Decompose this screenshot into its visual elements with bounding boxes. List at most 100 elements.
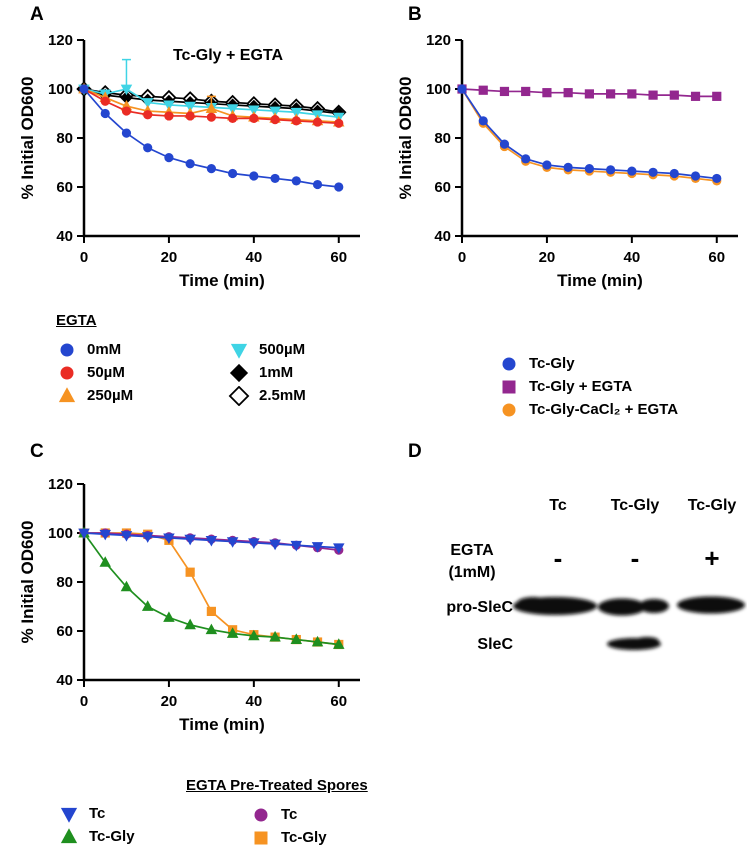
svg-text:60: 60 — [434, 179, 451, 196]
legend-item-2-5mm: 2.5mM — [228, 384, 306, 407]
slec-band-lane2b — [635, 637, 659, 645]
y-axis-title: % Initial OD600 — [18, 521, 37, 644]
lane-header-1: Tc — [549, 497, 567, 514]
legend-group-header: EGTA Pre-Treated Spores — [186, 777, 368, 794]
band-row-label-slec: SleC — [477, 636, 513, 653]
purple-circle-marker-icon — [250, 805, 272, 825]
panel-label-a: A — [30, 4, 44, 25]
panel-c-chart: 40 60 80 100 120 0 20 40 60 Time (min) % Initial O… — [18, 476, 360, 734]
legend-item-tc: Tc — [58, 802, 135, 825]
svg-text:100: 100 — [48, 525, 73, 542]
y-axis-title: % Initial OD600 — [396, 77, 415, 200]
open-diamond-marker-icon — [228, 385, 250, 406]
red-circle-marker-icon — [56, 363, 78, 383]
x-axis-title: Time (min) — [557, 271, 643, 290]
svg-text:120: 120 — [426, 32, 451, 49]
pro-slec-band-lane3 — [677, 596, 745, 614]
series-Tc-Gly — [78, 526, 345, 649]
series-Tc-Gly — [457, 84, 722, 184]
legend-item-tc-gly: Tc-Gly — [58, 825, 135, 848]
svg-text:40: 40 — [56, 228, 73, 245]
western-blot-panel: Tc Tc-Gly Tc-Gly EGTA (1mM) - - + pro-Sl… — [446, 497, 745, 653]
svg-text:60: 60 — [330, 693, 347, 710]
legend-item-0mm: 0mM — [56, 338, 228, 361]
band-row-label-pro-slec: pro-SleC — [446, 599, 513, 616]
legend-col-1: 0mM 50µM 250µM — [56, 338, 228, 407]
legend-panel-b: Tc-Gly Tc-Gly + EGTA Tc-Gly-CaCl₂ + EGTA — [498, 352, 678, 421]
panel-a-chart: 40 60 80 100 120 0 20 40 60 Time (min) % Initial O… — [18, 32, 360, 290]
treatment-sign-2: - — [631, 543, 640, 573]
legend-item-tc-gly: Tc-Gly — [498, 352, 678, 375]
series-0mM — [79, 84, 344, 192]
legend-item-tc-gly-egta: Tc-Gly + EGTA — [498, 375, 678, 398]
svg-text:60: 60 — [708, 249, 725, 266]
blue-circle-marker-icon — [498, 354, 520, 374]
green-triangle-marker-icon — [58, 827, 80, 847]
legend-item-250um: 250µM — [56, 384, 228, 407]
svg-text:0: 0 — [458, 249, 466, 266]
y-axis-title: % Initial OD600 — [18, 77, 37, 200]
egta-label-line1: EGTA — [450, 542, 494, 559]
treatment-sign-1: - — [554, 543, 563, 573]
legend-item-50um: 50µM — [56, 361, 228, 384]
lane-header-3: Tc-Gly — [688, 497, 737, 514]
egta-label-line2: (1mM) — [448, 564, 495, 581]
panel-label-d: D — [408, 441, 422, 462]
legend-label: 1mM — [259, 364, 294, 381]
orange-circle-marker-icon — [498, 400, 520, 420]
blue-circle-marker-icon — [56, 340, 78, 360]
orange-square-marker-icon — [250, 828, 272, 848]
svg-text:40: 40 — [56, 672, 73, 689]
legend-label: 50µM — [87, 364, 125, 381]
cyan-triangle-down-marker-icon — [228, 340, 250, 360]
blue-triangle-down-marker-icon — [58, 804, 80, 824]
legend-item-500um: 500µM — [228, 338, 306, 361]
svg-text:0: 0 — [80, 693, 88, 710]
legend-item-pretreated-tc-gly: Tc-Gly — [250, 826, 368, 849]
svg-text:100: 100 — [48, 81, 73, 98]
svg-text:120: 120 — [48, 32, 73, 49]
legend-label: 0mM — [87, 341, 122, 358]
svg-text:60: 60 — [56, 623, 73, 640]
treatment-sign-3: + — [704, 543, 719, 573]
legend-panel-c-left: Tc Tc-Gly — [58, 802, 135, 848]
x-axis-title: Time (min) — [179, 715, 265, 734]
svg-text:20: 20 — [161, 693, 178, 710]
orange-triangle-marker-icon — [56, 386, 78, 406]
axes: 40 60 80 100 120 0 20 40 60 — [426, 32, 738, 266]
pro-slec-band-lane2b — [639, 599, 669, 613]
legend-panel-a: EGTA 0mM 50µM 250µM 500µM — [56, 312, 306, 407]
black-diamond-marker-icon — [228, 363, 250, 383]
panel-b-chart: 40 60 80 100 120 0 20 40 60 Time (min) % Initial O… — [396, 32, 738, 290]
legend-egta-header: EGTA — [56, 312, 97, 329]
legend-col-2: 500µM 1mM 2.5mM — [228, 338, 306, 407]
legend-label: Tc-Gly-CaCl₂ + EGTA — [529, 401, 679, 418]
svg-text:40: 40 — [246, 249, 263, 266]
legend-item-1mm: 1mM — [228, 361, 306, 384]
panel-label-b: B — [408, 4, 422, 25]
pro-slec-band-lane1b — [517, 597, 549, 609]
legend-label: Tc — [89, 805, 106, 822]
legend-item-tc-gly-cacl2-egta: Tc-Gly-CaCl₂ + EGTA — [498, 398, 678, 421]
axes: 40 60 80 100 120 0 20 40 60 — [48, 476, 360, 710]
x-axis-title: Time (min) — [179, 271, 265, 290]
svg-text:80: 80 — [434, 130, 451, 147]
legend-label: Tc-Gly — [89, 828, 135, 845]
plot-title: Tc-Gly + EGTA — [173, 47, 284, 64]
svg-text:40: 40 — [434, 228, 451, 245]
legend-label: Tc-Gly — [281, 829, 327, 846]
svg-text:20: 20 — [161, 249, 178, 266]
legend-item-pretreated-tc: Tc — [250, 803, 368, 826]
svg-text:0: 0 — [80, 249, 88, 266]
purple-square-marker-icon — [498, 377, 520, 397]
svg-text:100: 100 — [426, 81, 451, 98]
svg-text:80: 80 — [56, 130, 73, 147]
legend-label: Tc-Gly — [529, 355, 575, 372]
panel-label-c: C — [30, 441, 44, 462]
series-Tc-Gly + EGTA — [457, 84, 722, 101]
svg-text:80: 80 — [56, 574, 73, 591]
svg-text:40: 40 — [246, 693, 263, 710]
legend-label: Tc — [281, 806, 298, 823]
svg-text:120: 120 — [48, 476, 73, 493]
